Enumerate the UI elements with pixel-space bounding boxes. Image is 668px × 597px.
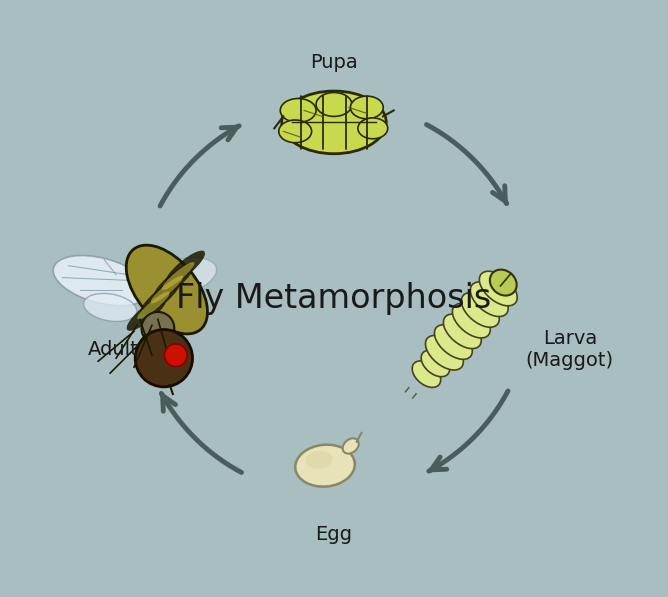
Ellipse shape (351, 96, 383, 119)
Ellipse shape (426, 336, 464, 370)
Ellipse shape (358, 118, 387, 139)
Ellipse shape (343, 438, 359, 454)
Ellipse shape (490, 270, 516, 296)
Ellipse shape (154, 264, 194, 299)
Ellipse shape (140, 280, 180, 315)
Ellipse shape (137, 292, 170, 319)
Text: Larva
(Maggot): Larva (Maggot) (526, 329, 614, 370)
Ellipse shape (412, 361, 441, 387)
Ellipse shape (53, 256, 149, 306)
Circle shape (135, 330, 192, 387)
Text: Pupa: Pupa (310, 53, 358, 72)
Ellipse shape (279, 120, 311, 143)
Ellipse shape (452, 303, 490, 338)
Ellipse shape (316, 93, 352, 116)
Text: Fly Metamorphosis: Fly Metamorphosis (176, 282, 492, 315)
Ellipse shape (421, 350, 450, 377)
Ellipse shape (164, 344, 187, 367)
Text: Adult: Adult (88, 340, 138, 359)
Ellipse shape (306, 451, 333, 469)
Ellipse shape (480, 271, 517, 306)
Ellipse shape (84, 294, 137, 321)
Text: Egg: Egg (315, 525, 353, 544)
Ellipse shape (165, 251, 205, 285)
Ellipse shape (470, 282, 508, 316)
Ellipse shape (126, 245, 208, 334)
Ellipse shape (434, 325, 472, 359)
Ellipse shape (127, 296, 167, 331)
Ellipse shape (444, 314, 482, 349)
Ellipse shape (282, 91, 386, 153)
Ellipse shape (142, 312, 174, 345)
Ellipse shape (150, 276, 183, 303)
Ellipse shape (141, 257, 216, 298)
Ellipse shape (281, 99, 316, 122)
Ellipse shape (162, 262, 194, 290)
Ellipse shape (462, 293, 499, 327)
Ellipse shape (295, 445, 355, 487)
